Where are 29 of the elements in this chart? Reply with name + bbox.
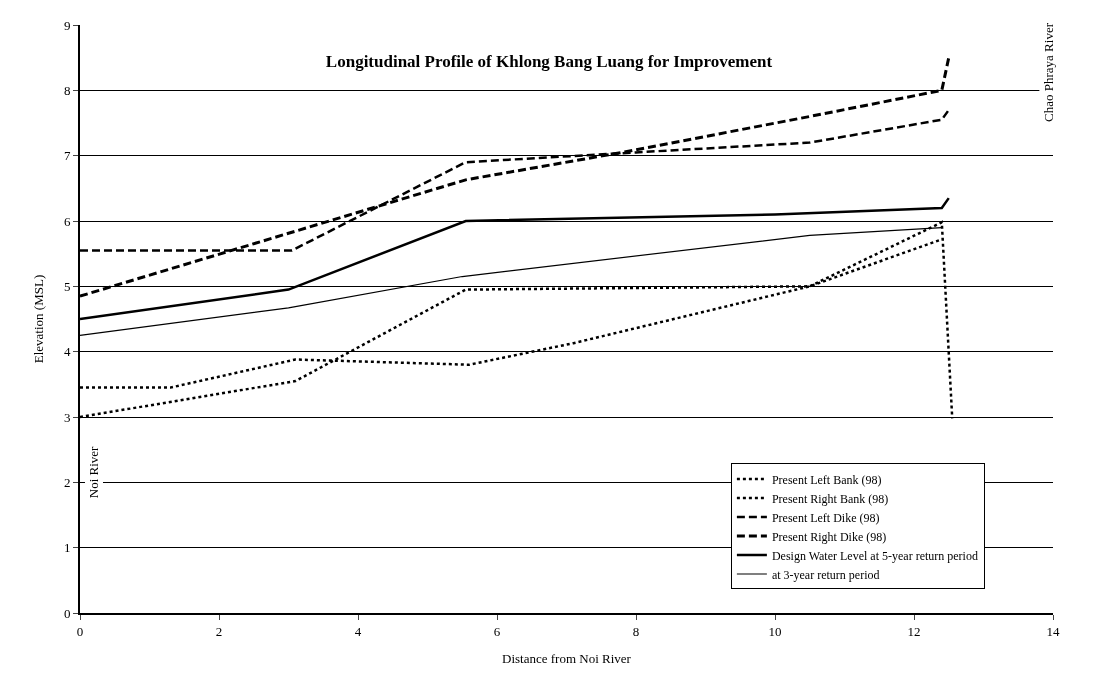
y-tick-label: 9 — [63, 17, 71, 33]
y-tick-label: 4 — [63, 344, 71, 360]
x-tick-label: 0 — [76, 623, 84, 639]
legend-label: Present Left Dike (98) — [771, 510, 880, 525]
x-tick-label: 8 — [632, 623, 640, 639]
x-tick-label: 6 — [493, 623, 501, 639]
x-axis-title: Distance from Noi River — [502, 651, 632, 666]
legend-label: Present Left Bank (98) — [771, 472, 882, 487]
x-tick-label: 12 — [907, 623, 921, 639]
y-axis-title: Elevation (MSL) — [31, 274, 46, 364]
text: Longitudinal Profile of Khlong Bang Luang for Improvement — [325, 51, 773, 71]
y-tick-label: 8 — [63, 82, 71, 98]
legend-label: Present Right Bank (98) — [771, 491, 889, 506]
y-tick-label: 3 — [63, 409, 71, 425]
x-tick-label: 2 — [215, 623, 223, 639]
annotation: Chao Phraya River — [1040, 22, 1056, 122]
y-tick-label: 1 — [63, 540, 71, 556]
legend-label: Present Right Dike (98) — [771, 529, 887, 544]
x-tick-label: 4 — [354, 623, 362, 639]
y-tick-label: 5 — [63, 278, 71, 294]
y-tick-label: 0 — [63, 605, 71, 621]
legend-label: Design Water Level at 5-year return period — [771, 548, 978, 563]
y-tick-label: 7 — [63, 148, 71, 164]
y-tick-label: 6 — [63, 213, 71, 229]
x-tick-label: 14 — [1046, 623, 1060, 639]
x-tick-label: 10 — [768, 623, 782, 639]
y-tick-label: 2 — [63, 474, 71, 490]
annotation: Noi River — [86, 445, 102, 499]
legend-label: at 3-year return period — [771, 567, 880, 582]
